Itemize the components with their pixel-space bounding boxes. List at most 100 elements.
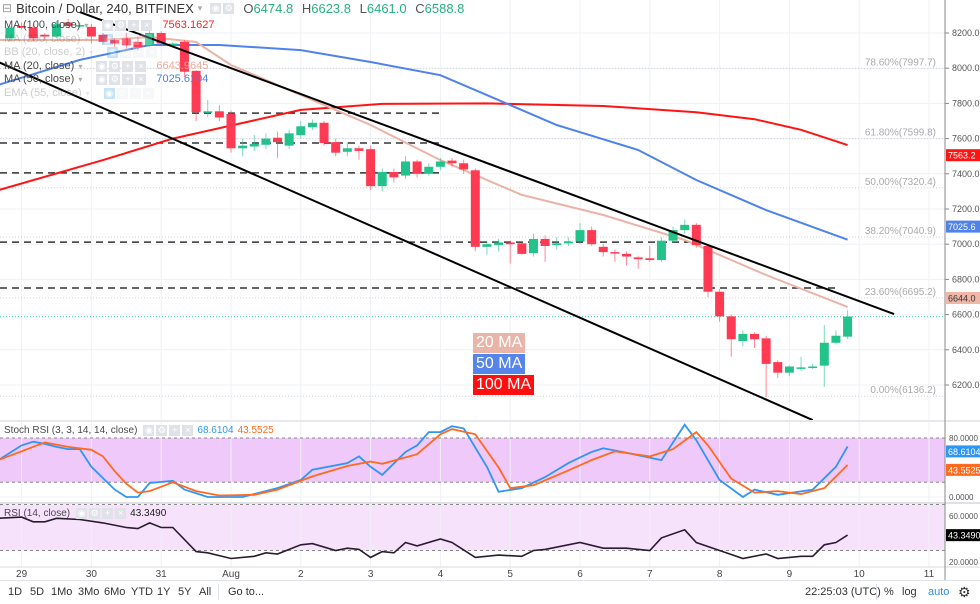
close-icon[interactable]: × (115, 508, 127, 519)
close-icon[interactable]: × (141, 33, 153, 45)
eye-icon[interactable]: ◉ (143, 425, 155, 436)
price-axis-label: 7800.0 (952, 98, 980, 108)
close-icon[interactable]: × (135, 60, 147, 72)
gear-icon[interactable]: ⚙ (958, 584, 971, 600)
price-axis-label: 7600.0 (952, 134, 980, 144)
close-icon[interactable]: × (141, 20, 153, 31)
eye-icon[interactable]: ◉ (76, 508, 88, 519)
chart-canvas[interactable]: 29 30 31 Aug 2 3 4 5 6 7 8 9 10 11 6200.0 6400.0 6600.0 6… (0, 0, 980, 580)
ma20-price-badge: 6644.0 (948, 294, 976, 304)
low-value: 6461.0 (366, 1, 407, 16)
close-icon[interactable]: × (182, 425, 194, 436)
chevron-down-icon[interactable]: ▾ (85, 88, 90, 98)
goto-button[interactable]: Go to... (228, 586, 265, 598)
auto-toggle[interactable]: auto (928, 586, 950, 598)
indicator-value: 6643.9645 (156, 59, 209, 72)
rsi-title: RSI (14, close) (4, 508, 71, 519)
indicator-legend-row[interactable]: EMA (55, close) ▾ ◉ ⚙ + × (4, 87, 164, 100)
price-axis-label: 7000.0 (952, 239, 980, 249)
plus-icon[interactable]: + (122, 60, 134, 72)
close-icon[interactable]: × (146, 47, 158, 58)
gear-icon[interactable]: ⚙ (89, 508, 101, 519)
close-icon[interactable]: × (135, 74, 147, 85)
candle-up (203, 111, 213, 113)
chevron-down-icon[interactable]: ▾ (78, 75, 83, 84)
candle-down (761, 338, 771, 364)
candle-down (773, 362, 783, 373)
candle-down (121, 38, 131, 46)
gear-icon[interactable]: ⚙ (115, 33, 127, 45)
indicator-legend-row[interactable]: BB (20, close, 2) ▾ ◉ ⚙ + × (4, 46, 167, 59)
indicator-value: 7563.1627 (162, 19, 215, 31)
plus-icon[interactable]: + (122, 74, 134, 85)
chevron-down-icon[interactable]: ▾ (197, 3, 203, 13)
stoch-d-badge-bg (946, 463, 980, 476)
eye-icon[interactable]: ◉ (96, 60, 108, 72)
rsi-legend[interactable]: RSI (14, close) ◉ ⚙ + × 43.3490 (4, 507, 166, 520)
indicator-legend-row[interactable]: MA (50, close) ▾ ◉ ⚙ + × 7025.6104 (4, 73, 208, 86)
candle-down (447, 160, 457, 164)
plus-icon[interactable]: + (128, 20, 140, 31)
plus-icon[interactable]: + (128, 33, 140, 45)
chevron-down-icon[interactable]: ▾ (84, 21, 89, 30)
chevron-down-icon[interactable]: ▾ (84, 34, 89, 44)
log-toggle[interactable]: log (902, 586, 917, 598)
price-axis-label: 8000.0 (952, 63, 980, 73)
indicator-value: 7025.6104 (156, 73, 209, 85)
gear-icon[interactable]: ⚙ (116, 87, 128, 99)
stoch-buttons: ◉ ⚙ + × (143, 425, 194, 436)
eye-icon[interactable]: ◉ (103, 87, 115, 99)
rsi-badge: 43.3490 (948, 531, 980, 541)
range-5d[interactable]: 5D (30, 586, 45, 598)
high-value: 6623.8 (311, 1, 351, 16)
candle-down (28, 27, 38, 39)
moving-average-line (0, 102, 848, 191)
indicator-buttons: ◉ ⚙ + × (96, 60, 147, 72)
gear-icon[interactable]: ⚙ (120, 47, 132, 58)
time-axis-label: 9 (787, 569, 793, 580)
candle-up (5, 27, 15, 39)
candle-up (238, 145, 248, 149)
plus-icon[interactable]: + (102, 508, 114, 519)
eye-icon[interactable]: ◉ (210, 3, 222, 14)
range-1d[interactable]: 1D (8, 586, 23, 598)
gear-icon[interactable]: ⚙ (109, 74, 121, 85)
chevron-down-icon[interactable]: ▾ (89, 48, 94, 57)
stoch-k-badge: 68.6104 (948, 447, 980, 457)
gear-icon[interactable]: ⚙ (109, 60, 121, 72)
range-all[interactable]: All (199, 586, 212, 598)
indicator-legend-row[interactable]: MA (20, close) ▾ ◉ ⚙ + × 6643.9645 (4, 60, 208, 73)
candle-down (331, 142, 341, 153)
chevron-down-icon[interactable]: ▾ (78, 61, 83, 71)
eye-icon[interactable]: ◉ (102, 33, 114, 45)
stoch-rsi-legend[interactable]: Stoch RSI (3, 3, 14, 14, close) ◉ ⚙ + × 68.… (4, 424, 274, 437)
gear-icon[interactable]: ⚙ (223, 3, 235, 14)
candle-down (191, 70, 201, 113)
percent-toggle[interactable]: % (884, 586, 894, 598)
eye-icon[interactable]: ◉ (107, 47, 119, 58)
indicator-legend-row[interactable]: MA (200, close) ▾ ◉ ⚙ + × (4, 33, 162, 46)
indicator-legend-row[interactable]: MA (100, close) ▾ ◉ ⚙ + × 7563.1627 (4, 19, 214, 32)
range-ytd[interactable]: YTD (131, 586, 153, 598)
pane-separator (0, 502, 980, 504)
candle-up (843, 316, 853, 337)
range-1mo[interactable]: 1Mo (51, 586, 73, 598)
range-6mo[interactable]: 6Mo (104, 586, 126, 598)
plus-icon[interactable]: + (169, 425, 181, 436)
eye-icon[interactable]: ◉ (96, 74, 108, 85)
candle-down (354, 148, 364, 151)
range-1y[interactable]: 1Y (157, 586, 171, 598)
time-axis-label: 10 (854, 569, 866, 580)
range-5y[interactable]: 5Y (178, 586, 192, 598)
gear-icon[interactable]: ⚙ (156, 425, 168, 436)
symbol-title[interactable]: Bitcoin / Dollar, 240, BITFINEX (16, 1, 194, 16)
gear-icon[interactable]: ⚙ (115, 20, 127, 31)
plus-icon[interactable]: + (133, 47, 145, 58)
eye-icon[interactable]: ◉ (102, 20, 114, 31)
collapse-icon[interactable]: ⊟ (2, 1, 13, 15)
range-3mo[interactable]: 3Mo (78, 586, 100, 598)
indicator-buttons: ◉ ⚙ + × (107, 47, 158, 58)
plus-icon[interactable]: + (129, 87, 141, 99)
candle-down (691, 224, 701, 246)
close-icon[interactable]: × (142, 87, 154, 99)
